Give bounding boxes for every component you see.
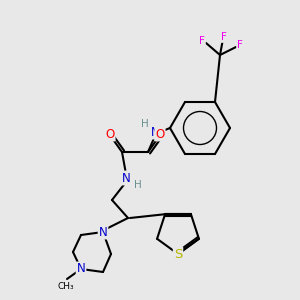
- Text: F: F: [237, 40, 243, 50]
- Text: O: O: [155, 128, 165, 140]
- Text: H: H: [134, 180, 142, 190]
- Text: N: N: [151, 125, 159, 139]
- Text: N: N: [122, 172, 130, 184]
- Text: F: F: [221, 32, 227, 42]
- Text: N: N: [99, 226, 107, 238]
- Text: CH₃: CH₃: [58, 282, 74, 291]
- Text: O: O: [105, 128, 115, 140]
- Text: N: N: [76, 262, 85, 275]
- Text: H: H: [141, 119, 149, 129]
- Text: S: S: [174, 248, 182, 260]
- Text: F: F: [199, 36, 205, 46]
